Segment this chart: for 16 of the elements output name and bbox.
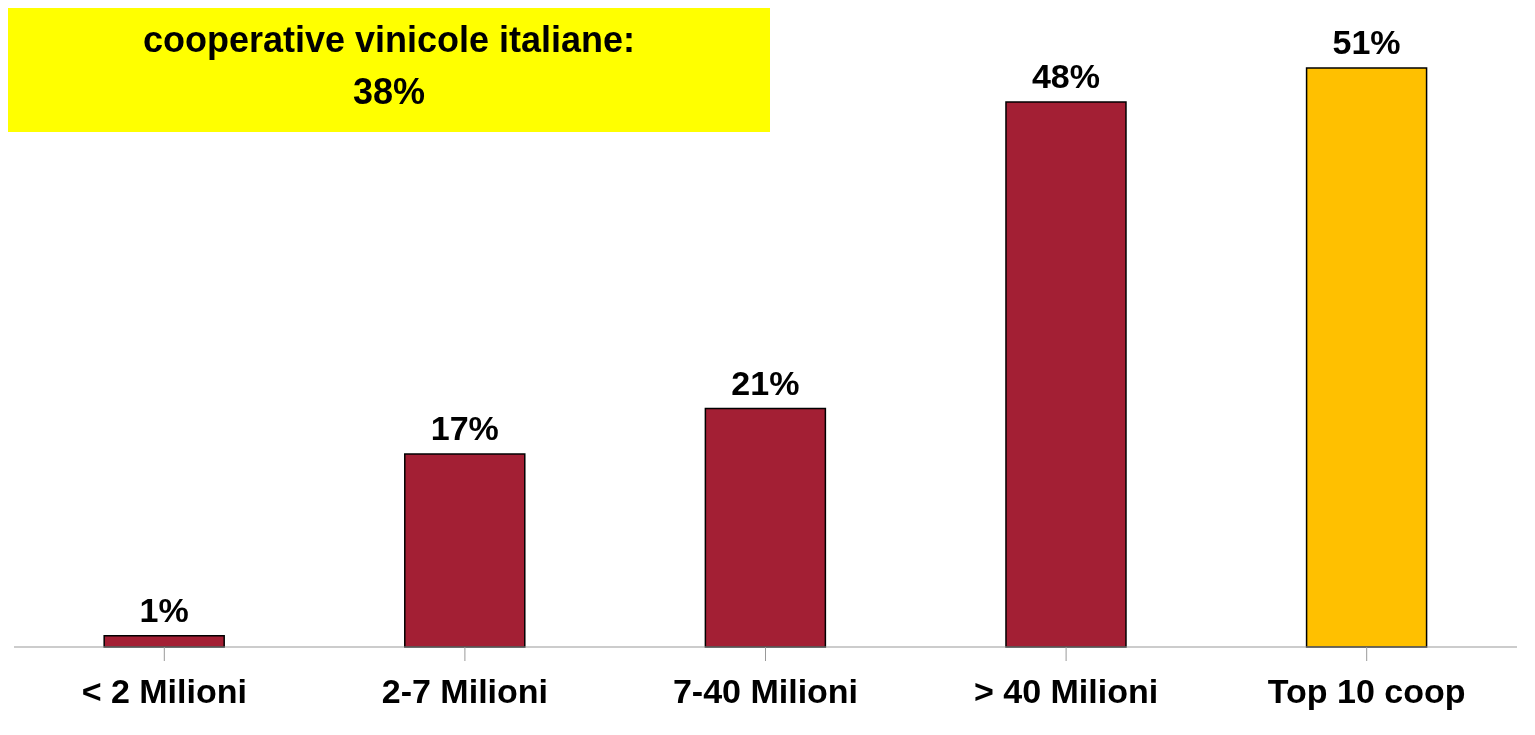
- x-tick-label: < 2 Milioni: [81, 672, 247, 711]
- note-box: cooperative vinicole italiane: 38%: [8, 8, 770, 132]
- x-tick-label: 2-7 Milioni: [381, 672, 549, 711]
- data-label: 17%: [430, 409, 499, 447]
- bar: [704, 407, 827, 648]
- data-label: 48%: [1031, 57, 1101, 96]
- bar: [1305, 67, 1428, 648]
- annotation: 38%: [351, 70, 427, 114]
- data-label: 51%: [1332, 23, 1401, 61]
- data-label: 1%: [139, 590, 189, 629]
- x-tick-label: 7-40 Milioni: [672, 672, 859, 711]
- bar: [404, 453, 526, 648]
- x-tick-label: Top 10 coop: [1267, 672, 1466, 711]
- bar: [1005, 101, 1127, 648]
- x-tick-label: > 40 Milioni: [973, 672, 1159, 711]
- data-label: 21%: [731, 363, 800, 402]
